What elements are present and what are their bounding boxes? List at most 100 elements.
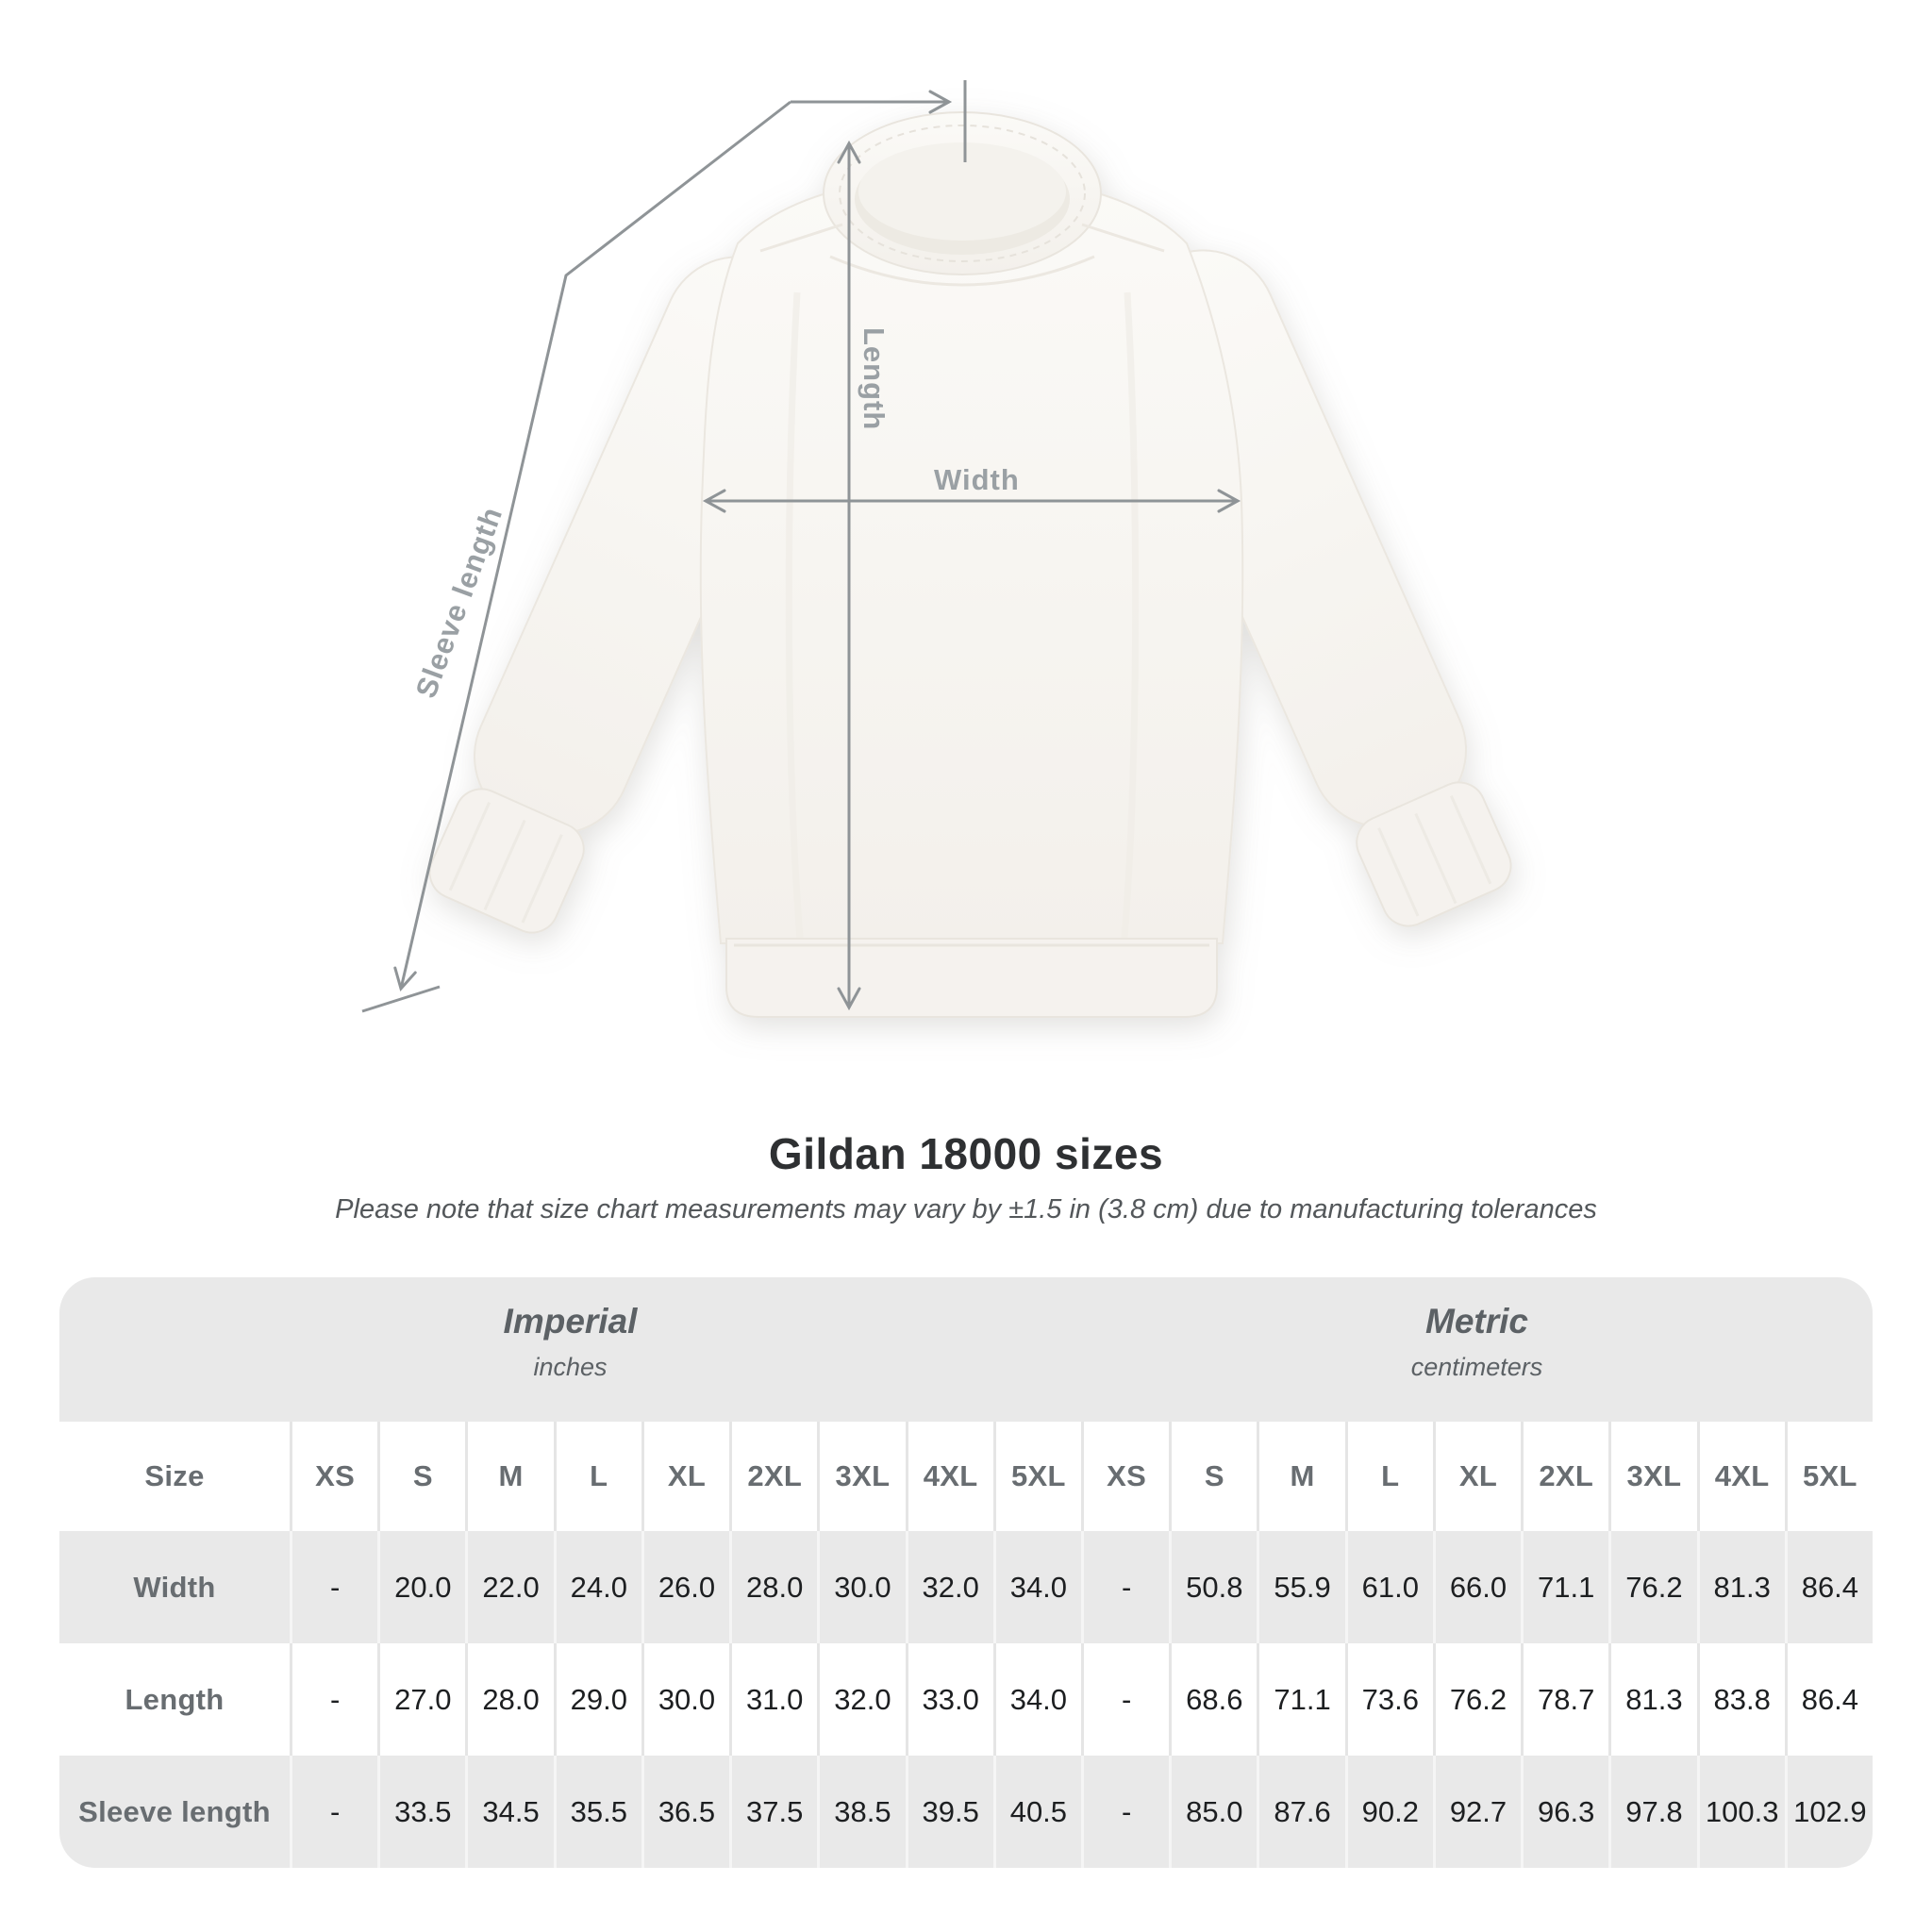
value-cell: 28.0 xyxy=(729,1531,817,1643)
value-cell: 66.0 xyxy=(1432,1531,1521,1643)
value-cell: 97.8 xyxy=(1608,1756,1696,1868)
size-header-cell: 5XL xyxy=(1784,1422,1873,1531)
value-cell: 39.5 xyxy=(905,1756,993,1868)
metric-label: Metric xyxy=(1425,1302,1528,1341)
size-corner-label: Size xyxy=(144,1459,205,1492)
value-cell: 71.1 xyxy=(1257,1643,1344,1756)
value-cell: 27.0 xyxy=(377,1643,465,1756)
value-cell: 37.5 xyxy=(729,1756,817,1868)
value-cell: 28.0 xyxy=(465,1643,553,1756)
value-cell: 73.6 xyxy=(1344,1643,1433,1756)
value-cell: 68.6 xyxy=(1169,1643,1257,1756)
value-cell: 32.0 xyxy=(905,1531,993,1643)
unit-header-metric: Metric centimeters xyxy=(1081,1277,1873,1422)
value-cell: 71.1 xyxy=(1521,1531,1608,1643)
sweatshirt xyxy=(428,111,1512,1018)
imperial-label: Imperial xyxy=(503,1302,638,1341)
sleeve-length-line xyxy=(393,100,791,992)
value-cell: 33.5 xyxy=(377,1756,465,1868)
metric-unit-label: centimeters xyxy=(1410,1353,1543,1381)
value-cell: 92.7 xyxy=(1432,1756,1521,1868)
size-header-cell: XL xyxy=(1432,1422,1521,1531)
value-cell: 32.0 xyxy=(817,1643,905,1756)
length-label: Length xyxy=(858,327,891,430)
value-cell: - xyxy=(290,1643,377,1756)
size-header-cell: 2XL xyxy=(1521,1422,1608,1531)
value-cell: 61.0 xyxy=(1344,1531,1433,1643)
value-cell: 78.7 xyxy=(1521,1643,1608,1756)
value-cell: 81.3 xyxy=(1608,1643,1696,1756)
size-header-cell: L xyxy=(553,1422,641,1531)
row-label-cell: Width xyxy=(133,1570,216,1604)
measurement-row: Width -20.0 22.0 24.0 26.0 28.0 30.0 32.0 34.0-5… xyxy=(59,1531,1873,1643)
measurement-row: Length -27.0 28.0 29.0 30.0 31.0 32.0 33.0 34.0-… xyxy=(59,1643,1873,1756)
value-cell: 85.0 xyxy=(1169,1756,1257,1868)
size-header-cell: 3XL xyxy=(1608,1422,1696,1531)
unit-header-imperial: Imperial inches xyxy=(59,1277,1081,1422)
value-cell: 33.0 xyxy=(905,1643,993,1756)
size-header-cell: 3XL xyxy=(817,1422,905,1531)
sleeve-length-label: Sleeve length xyxy=(409,502,509,702)
size-header-cell: S xyxy=(1169,1422,1257,1531)
value-cell: - xyxy=(1080,1643,1169,1756)
value-cell: 35.5 xyxy=(553,1756,641,1868)
measurement-annotations xyxy=(361,80,1241,1013)
value-cell: 24.0 xyxy=(553,1531,641,1643)
value-cell: 87.6 xyxy=(1257,1756,1344,1868)
size-header-cell: XS xyxy=(1080,1422,1169,1531)
size-header-cell: XL xyxy=(641,1422,729,1531)
size-header-cell: L xyxy=(1344,1422,1433,1531)
value-cell: - xyxy=(1080,1531,1169,1643)
value-cell: 90.2 xyxy=(1344,1756,1433,1868)
value-cell: - xyxy=(290,1756,377,1868)
size-header-cell: 2XL xyxy=(729,1422,817,1531)
value-cell: 86.4 xyxy=(1784,1643,1873,1756)
value-cell: 34.0 xyxy=(992,1643,1081,1756)
value-cell: 30.0 xyxy=(641,1643,729,1756)
value-cell: 83.8 xyxy=(1696,1643,1785,1756)
value-cell: 76.2 xyxy=(1432,1643,1521,1756)
title-block: Gildan 18000 sizes Please note that size… xyxy=(0,1128,1932,1225)
row-label-cell: Sleeve length xyxy=(78,1794,271,1828)
value-cell: 30.0 xyxy=(817,1531,905,1643)
value-cell: 34.5 xyxy=(465,1756,553,1868)
size-header-cell: 5XL xyxy=(992,1422,1081,1531)
value-cell: 29.0 xyxy=(553,1643,641,1756)
garment-measurement-diagram: Length Width Sleeve length xyxy=(361,80,1512,1018)
page-subtitle: Please note that size chart measurements… xyxy=(335,1194,1597,1224)
size-header-cell: M xyxy=(465,1422,553,1531)
value-cell: 81.3 xyxy=(1696,1531,1785,1643)
hem-rib xyxy=(725,938,1218,1018)
value-cell: 86.4 xyxy=(1784,1531,1873,1643)
size-header-cell: S xyxy=(377,1422,465,1531)
value-cell: 55.9 xyxy=(1257,1531,1344,1643)
value-cell: - xyxy=(290,1531,377,1643)
width-label: Width xyxy=(934,463,1020,496)
value-cell: 40.5 xyxy=(992,1756,1081,1868)
row-label-cell: Length xyxy=(125,1682,225,1716)
table-rows: Size XS S M L XL 2XL 3XL 4XL 5XL XS S M L XL 2XL 3XL 4XL 5… xyxy=(59,1422,1873,1868)
value-cell: 50.8 xyxy=(1169,1531,1257,1643)
sweatshirt-body xyxy=(699,174,1244,944)
value-cell: 22.0 xyxy=(465,1531,553,1643)
size-header-cell: M xyxy=(1257,1422,1344,1531)
measurement-row: Sleeve length -33.5 34.5 35.5 36.5 37.5 38.5 39… xyxy=(59,1756,1873,1868)
value-cell: 96.3 xyxy=(1521,1756,1608,1868)
size-header-cell: XS xyxy=(290,1422,377,1531)
collar xyxy=(759,111,1165,287)
value-cell: - xyxy=(1080,1756,1169,1868)
sleeve-end-tick xyxy=(361,985,441,1013)
value-cell: 100.3 xyxy=(1696,1756,1785,1868)
size-header-cell: 4XL xyxy=(1696,1422,1785,1531)
value-cell: 102.9 xyxy=(1784,1756,1873,1868)
value-cell: 76.2 xyxy=(1608,1531,1696,1643)
value-cell: 20.0 xyxy=(377,1531,465,1643)
value-cell: 38.5 xyxy=(817,1756,905,1868)
unit-header: Imperial inches Metric centimeters xyxy=(59,1277,1873,1422)
size-header-row: Size XS S M L XL 2XL 3XL 4XL 5XL XS S M L XL 2XL 3XL 4XL 5… xyxy=(59,1422,1873,1531)
page-title: Gildan 18000 sizes xyxy=(768,1129,1164,1178)
value-cell: 31.0 xyxy=(729,1643,817,1756)
size-table: Imperial inches Metric centimeters Size X… xyxy=(59,1277,1873,1868)
imperial-unit-label: inches xyxy=(533,1353,608,1381)
value-cell: 34.0 xyxy=(992,1531,1081,1643)
